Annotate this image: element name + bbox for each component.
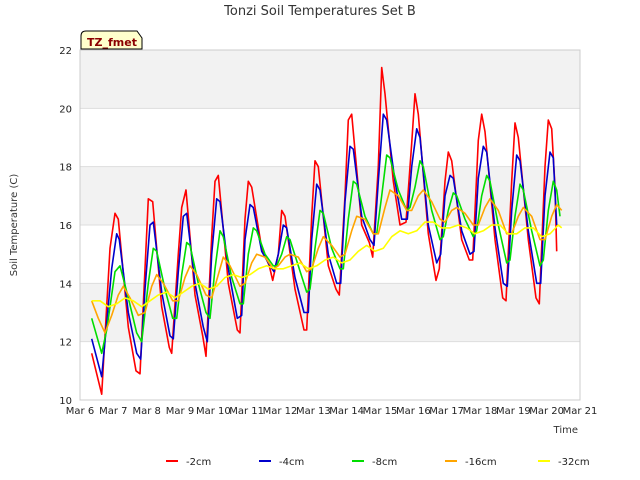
- legend-label: -2cm: [186, 457, 211, 468]
- series-line-16cm: [90, 189, 563, 334]
- x-tick-label: Mar 21: [563, 406, 598, 417]
- y-tick-label: 16: [59, 221, 72, 232]
- y-tick-label: 18: [59, 163, 72, 174]
- x-tick-label: Mar 11: [229, 406, 264, 417]
- x-tick-label: Mar 10: [196, 406, 231, 417]
- plot-background-bands: [80, 50, 580, 342]
- series-line-32cm: [91, 221, 563, 308]
- band-12-14: [80, 283, 580, 342]
- x-tick-label: Mar 20: [529, 406, 564, 417]
- plot-area: [79, 49, 581, 401]
- x-tick-label: Mar 16: [396, 406, 431, 417]
- band-16-18: [80, 166, 580, 225]
- chart-title: Tonzi Soil Temperatures Set B: [223, 4, 416, 19]
- x-tick-label: Mar 14: [329, 406, 364, 417]
- x-tick-label: Mar 12: [263, 406, 298, 417]
- x-tick-label: Mar 6: [66, 406, 94, 417]
- y-tick-label: 20: [59, 104, 72, 115]
- legend-label: -16cm: [465, 457, 497, 468]
- x-tick-label: Mar 17: [429, 406, 464, 417]
- x-tick-label: Mar 8: [132, 406, 160, 417]
- legend-label: -4cm: [279, 457, 304, 468]
- annotation-box: [80, 30, 143, 50]
- series-line-2cm: [90, 66, 558, 395]
- x-tick-label: Mar 13: [296, 406, 331, 417]
- y-axis-label: Soil Temperature (C): [9, 174, 20, 277]
- x-tick-label: Mar 19: [496, 406, 531, 417]
- legend-label: -32cm: [558, 457, 590, 468]
- x-tick-label: Mar 7: [99, 406, 127, 417]
- series-lines: [90, 66, 563, 395]
- band-20-22: [80, 50, 580, 109]
- annotation-tag: TZ_fmet: [80, 30, 143, 50]
- y-tick-label: 12: [59, 338, 72, 349]
- legend: -2cm -4cm -8cm -16cm -32cm: [166, 457, 590, 468]
- annotation-label: TZ_fmet: [87, 36, 137, 49]
- x-tick-label: Mar 15: [363, 406, 398, 417]
- x-tick-label: Mar 18: [463, 406, 498, 417]
- legend-label: -8cm: [372, 457, 397, 468]
- y-tick-label: 14: [59, 279, 72, 290]
- x-tick-label: Mar 9: [166, 406, 194, 417]
- x-axis-label: Time: [553, 425, 578, 436]
- y-tick-label: 22: [59, 46, 72, 57]
- y-axis-ticks: 10 12 14 16 18 20 22: [59, 46, 72, 407]
- y-tick-label: 10: [59, 396, 72, 407]
- series-line-4cm: [90, 113, 558, 378]
